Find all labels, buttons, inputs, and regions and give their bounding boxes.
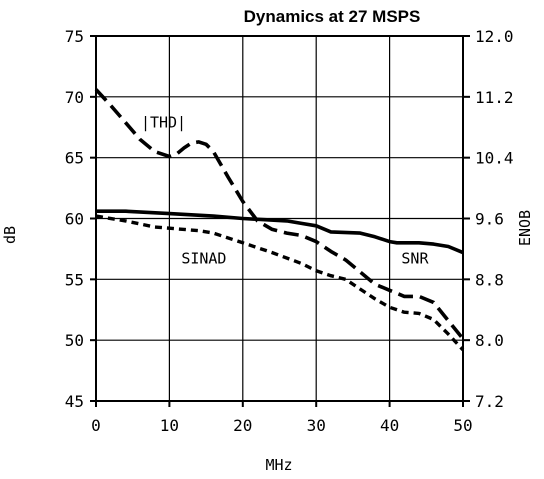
- y-axis-left-ticks: 45 50 55 60 65 70 75: [65, 27, 96, 411]
- y-tick-label: 75: [65, 27, 84, 46]
- y-tick-label: 55: [65, 270, 84, 289]
- x-axis-ticks: 0 10 20 30 40 50: [91, 401, 473, 435]
- x-tick-label: 10: [160, 416, 179, 435]
- y2-tick-label: 7.2: [475, 392, 504, 411]
- y-tick-label: 50: [65, 331, 84, 350]
- x-tick-label: 50: [453, 416, 472, 435]
- y-tick-label: 45: [65, 392, 84, 411]
- annotations: |THD| SINAD SNR: [141, 113, 430, 267]
- series-layer: [94, 88, 465, 352]
- y-axis-label: dB: [1, 226, 19, 244]
- annotation-label: SINAD: [181, 250, 226, 268]
- y-tick-label: 70: [65, 88, 84, 107]
- y2-tick-label: 8.0: [475, 331, 504, 350]
- y2-axis-label: ENOB: [516, 210, 534, 246]
- annotation-label: |THD|: [141, 113, 186, 131]
- y2-tick-label: 8.8: [475, 270, 504, 289]
- x-tick-label: 40: [380, 416, 399, 435]
- y-tick-label: 60: [65, 210, 84, 229]
- series-line-snr: [96, 209, 464, 255]
- annotation-label: SNR: [401, 250, 429, 268]
- x-tick-label: 30: [307, 416, 326, 435]
- y-axis-right-ticks: 7.2 8.0 8.8 9.6 10.4 11.2 12.0: [463, 27, 514, 411]
- x-axis-label: MHz: [265, 456, 292, 474]
- y-tick-label: 65: [65, 149, 84, 168]
- y2-tick-label: 9.6: [475, 210, 504, 229]
- y2-tick-label: 11.2: [475, 88, 514, 107]
- series-line-sinad: [95, 214, 465, 352]
- grid: [96, 36, 463, 401]
- chart-title: Dynamics at 27 MSPS: [244, 7, 421, 26]
- x-tick-label: 20: [233, 416, 252, 435]
- y2-tick-label: 12.0: [475, 27, 514, 46]
- y2-tick-label: 10.4: [475, 149, 514, 168]
- x-tick-label: 0: [91, 416, 101, 435]
